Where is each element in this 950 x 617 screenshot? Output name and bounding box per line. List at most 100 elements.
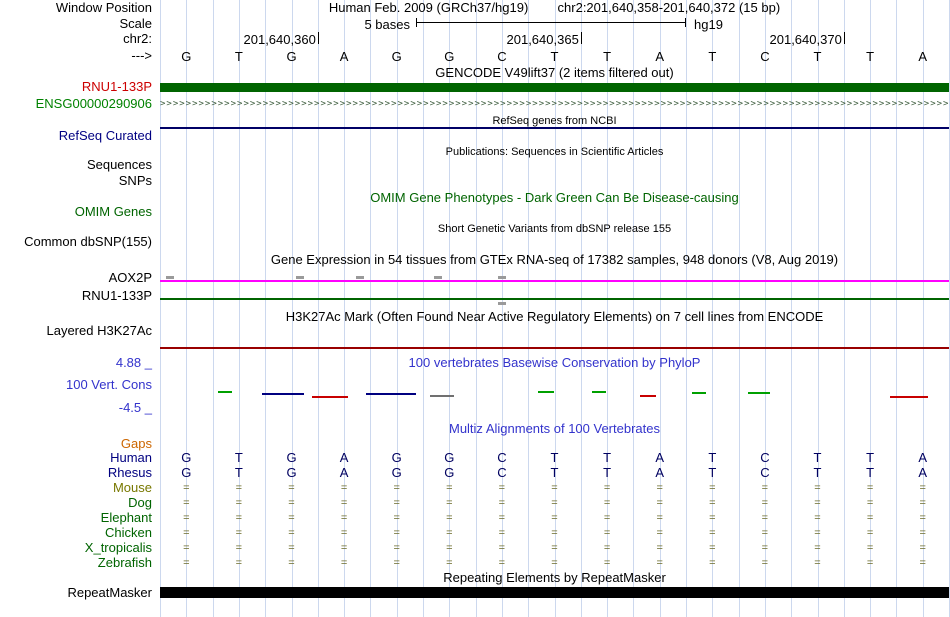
guideline (291, 0, 293, 617)
guideline (344, 0, 346, 617)
multiz-cell: = (498, 542, 506, 554)
track-header-publications: Publications: Sequences in Scientific Ar… (445, 146, 664, 158)
multiz-gaps-label[interactable]: Gaps (120, 436, 152, 451)
ruler-base: T (813, 49, 822, 64)
sequences-track-label[interactable]: Sequences (86, 157, 152, 172)
gtex-rnu1-label[interactable]: RNU1-133P (81, 288, 152, 303)
multiz-cell: = (866, 497, 874, 509)
multiz-cell: = (814, 497, 821, 509)
ruler-base: G (181, 49, 192, 64)
gtex-rnu1-line[interactable] (160, 298, 949, 300)
phylop-mark (890, 396, 928, 398)
guideline (791, 0, 793, 617)
multiz-cell: = (603, 482, 611, 494)
multiz-cell: T (234, 465, 243, 480)
phylop-mark (262, 393, 304, 395)
coordinate-label: 201,640,365 (506, 32, 579, 47)
track-header-dbsnp: Short Genetic Variants from dbSNP releas… (437, 223, 672, 235)
omim-genes-label[interactable]: OMIM Genes (74, 204, 152, 219)
multiz-cell: = (183, 557, 190, 569)
ruler-base: T (866, 49, 875, 64)
ensembl-strand-arrows[interactable]: >>>>>>>>>>>>>>>>>>>>>>>>>>>>>>>>>>>>>>>>… (160, 99, 949, 109)
phylop-track-label[interactable]: 100 Vert. Cons (66, 377, 152, 392)
guideline (449, 0, 451, 617)
multiz-cell: = (393, 527, 400, 539)
guideline (212, 0, 214, 617)
common-dbsnp-label[interactable]: Common dbSNP(155) (24, 234, 152, 249)
refseq-curated-label[interactable]: RefSeq Curated (58, 128, 152, 143)
multiz-cell: C (760, 450, 770, 465)
multiz-cell: = (340, 512, 348, 524)
multiz-cell: = (656, 542, 663, 554)
multiz-species-label[interactable]: Chicken (105, 525, 152, 540)
multiz-cell: = (446, 557, 453, 569)
multiz-cell: T (708, 450, 717, 465)
multiz-cell: = (656, 527, 663, 539)
multiz-cell: = (551, 542, 558, 554)
guideline (265, 0, 267, 617)
multiz-species-label[interactable]: Mouse (112, 480, 152, 495)
multiz-species-label[interactable]: Rhesus (107, 465, 152, 480)
multiz-species-label[interactable]: Elephant (100, 510, 152, 525)
multiz-cell: = (761, 497, 769, 509)
multiz-cell: = (656, 512, 663, 524)
multiz-cell: = (603, 512, 611, 524)
ensembl-gene-label[interactable]: ENSG00000290906 (35, 96, 152, 111)
multiz-cell: = (866, 527, 874, 539)
multiz-cell: G (444, 465, 455, 480)
multiz-cell: = (183, 482, 190, 494)
snps-track-label[interactable]: SNPs (118, 173, 152, 188)
gtex-aox2p-label[interactable]: AOX2P (108, 270, 152, 285)
multiz-species-label[interactable]: Zebrafish (97, 555, 152, 570)
repeatmasker-bar[interactable] (160, 587, 949, 598)
phylop-mark (592, 391, 606, 393)
gencode-item-label[interactable]: RNU1-133P (81, 79, 152, 94)
multiz-cell: T (603, 450, 612, 465)
guideline (475, 0, 477, 617)
multiz-cell: = (393, 497, 400, 509)
multiz-cell: A (655, 465, 665, 480)
gtex-aox2p-line[interactable] (160, 280, 949, 282)
multiz-cell: = (446, 527, 453, 539)
multiz-cell: = (446, 482, 453, 494)
multiz-cell: = (866, 557, 874, 569)
multiz-cell: = (551, 557, 558, 569)
multiz-species-label[interactable]: Human (110, 450, 152, 465)
strand-direction-label: ---> (131, 48, 152, 63)
multiz-cell: = (866, 512, 874, 524)
h3k27ac-baseline[interactable] (160, 347, 949, 349)
multiz-cell: = (709, 482, 716, 494)
multiz-species-label[interactable]: X_tropicalis (84, 540, 152, 555)
refseq-item-line[interactable] (160, 127, 949, 129)
multiz-cell: = (709, 557, 716, 569)
multiz-species-label[interactable]: Dog (128, 495, 152, 510)
gtex-expression-tick (434, 276, 442, 279)
multiz-cell: = (761, 557, 769, 569)
multiz-cell: = (393, 482, 400, 494)
multiz-cell: G (444, 450, 455, 465)
multiz-cell: C (497, 450, 507, 465)
guideline (528, 0, 530, 617)
guideline (896, 0, 898, 617)
multiz-cell: = (814, 527, 821, 539)
multiz-cell: = (393, 542, 400, 554)
guideline (396, 0, 398, 617)
gencode-item-bar[interactable] (160, 83, 949, 92)
multiz-cell: = (761, 542, 769, 554)
multiz-cell: = (919, 542, 926, 554)
gtex-expression-tick (498, 276, 506, 279)
repeatmasker-label[interactable]: RepeatMasker (67, 585, 152, 600)
phylop-mark (218, 391, 232, 393)
multiz-cell: = (235, 497, 243, 509)
guideline (712, 0, 714, 617)
multiz-cell: = (288, 527, 295, 539)
multiz-cell: T (813, 465, 822, 480)
multiz-cell: = (656, 497, 663, 509)
multiz-cell: = (183, 497, 190, 509)
coordinate-tick (317, 32, 319, 44)
scale-value: 5 bases (364, 17, 410, 32)
multiz-cell: T (550, 450, 559, 465)
multiz-cell: = (235, 527, 243, 539)
multiz-cell: = (919, 497, 926, 509)
layered-h3k27ac-label[interactable]: Layered H3K27Ac (46, 323, 152, 338)
